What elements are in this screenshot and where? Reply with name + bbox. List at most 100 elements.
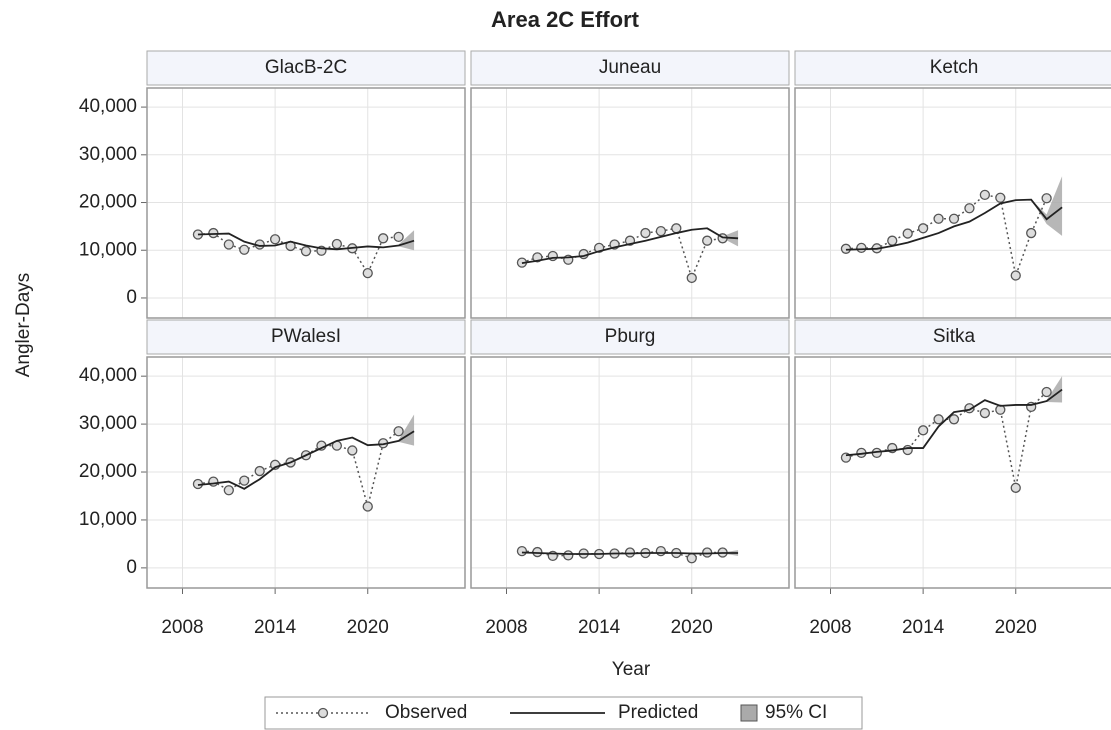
observed-point <box>948 213 960 224</box>
observed-point <box>563 550 574 561</box>
legend-label: Observed <box>385 702 467 723</box>
x-tick-label: 2014 <box>254 617 297 638</box>
panel-frame <box>470 87 790 319</box>
panel-header <box>794 319 1111 355</box>
panel-title: PWalesI <box>271 326 341 347</box>
observed-point <box>1010 270 1021 281</box>
panel-header <box>146 319 466 355</box>
observed-point <box>902 444 913 456</box>
observed-point <box>671 223 682 234</box>
observed-point <box>979 189 991 201</box>
panel-frame <box>146 87 466 319</box>
legend-ci-swatch <box>740 704 758 722</box>
predicted-line <box>521 227 739 265</box>
observed-point <box>362 501 373 512</box>
x-tick-label: 2008 <box>485 617 527 638</box>
panel-frame <box>794 356 1111 589</box>
panel-frame <box>794 87 1111 319</box>
observed-point <box>640 227 651 239</box>
observed-point <box>362 267 373 279</box>
observed-point <box>933 213 944 224</box>
x-axis-title: Year <box>612 659 651 680</box>
x-tick-label: 2020 <box>347 617 389 638</box>
observed-point <box>393 426 404 437</box>
predicted-line <box>197 232 415 251</box>
predicted-line <box>845 388 1063 457</box>
observed-point <box>655 226 667 237</box>
observed-point <box>347 445 358 456</box>
observed-point <box>686 553 697 564</box>
panel-header <box>470 319 790 355</box>
observed-point <box>1026 227 1037 239</box>
observed-point <box>331 238 343 250</box>
panel-header <box>146 50 466 86</box>
panel-title: Sitka <box>933 326 976 347</box>
observed-point <box>208 476 219 487</box>
observed-point <box>1041 386 1052 398</box>
observed-point <box>269 234 281 245</box>
observed-point <box>393 231 404 243</box>
x-tick-label: 2008 <box>809 617 851 638</box>
predicted-line <box>845 198 1063 251</box>
x-tick-label: 2020 <box>995 617 1037 638</box>
panel-header <box>470 50 790 86</box>
predicted-line <box>197 430 415 490</box>
observed-point <box>223 239 234 250</box>
y-tick-label: 10,000 <box>79 239 137 260</box>
chart-title: Area 2C Effort <box>491 7 640 32</box>
y-axis-title: Angler-Days <box>13 273 34 378</box>
observed-point <box>516 545 528 557</box>
observed-point <box>1041 193 1052 204</box>
y-tick-label: 20,000 <box>79 461 137 482</box>
x-tick-label: 2008 <box>161 617 203 638</box>
observed-point <box>1010 482 1021 493</box>
panel-header <box>794 50 1111 86</box>
observed-point <box>887 235 898 246</box>
observed-point <box>223 485 234 496</box>
panel-frame <box>146 356 466 589</box>
predicted-line <box>521 551 739 555</box>
y-tick-label: 0 <box>126 287 137 308</box>
observed-point <box>686 272 697 284</box>
observed-point <box>933 414 944 425</box>
y-tick-label: 20,000 <box>79 192 137 213</box>
legend-label: 95% CI <box>765 702 827 723</box>
ci-band <box>398 230 415 251</box>
y-tick-label: 40,000 <box>79 365 137 386</box>
observed-point <box>300 246 312 257</box>
observed-point <box>655 545 667 557</box>
panel-title: Ketch <box>930 57 979 78</box>
observed-point <box>702 235 713 246</box>
panel-title: Pburg <box>605 326 656 347</box>
x-tick-label: 2020 <box>671 617 713 638</box>
panel-title: Juneau <box>599 57 661 78</box>
y-tick-label: 0 <box>126 557 137 578</box>
observed-point <box>917 425 929 436</box>
observed-point <box>378 233 389 244</box>
observed-point <box>856 242 867 254</box>
observed-line <box>845 194 1048 279</box>
observed-point <box>979 407 991 419</box>
y-tick-label: 10,000 <box>79 509 137 530</box>
ci-band <box>1031 176 1063 236</box>
observed-point <box>948 414 960 425</box>
observed-point <box>995 192 1006 203</box>
observed-point <box>254 465 265 477</box>
observed-point <box>239 244 250 255</box>
x-tick-label: 2014 <box>578 617 621 638</box>
observed-point <box>964 203 975 214</box>
observed-point <box>917 223 929 234</box>
panel-title: GlacB-2C <box>265 57 347 78</box>
legend-label: Predicted <box>618 702 698 723</box>
observed-point <box>902 228 913 239</box>
y-tick-label: 30,000 <box>79 413 137 434</box>
y-tick-label: 40,000 <box>79 96 137 117</box>
panel-frame <box>470 356 790 589</box>
observed-line <box>845 391 1048 488</box>
y-tick-label: 30,000 <box>79 144 137 165</box>
legend-observed-marker <box>317 707 329 719</box>
observed-point <box>239 475 250 486</box>
x-tick-label: 2014 <box>902 617 945 638</box>
